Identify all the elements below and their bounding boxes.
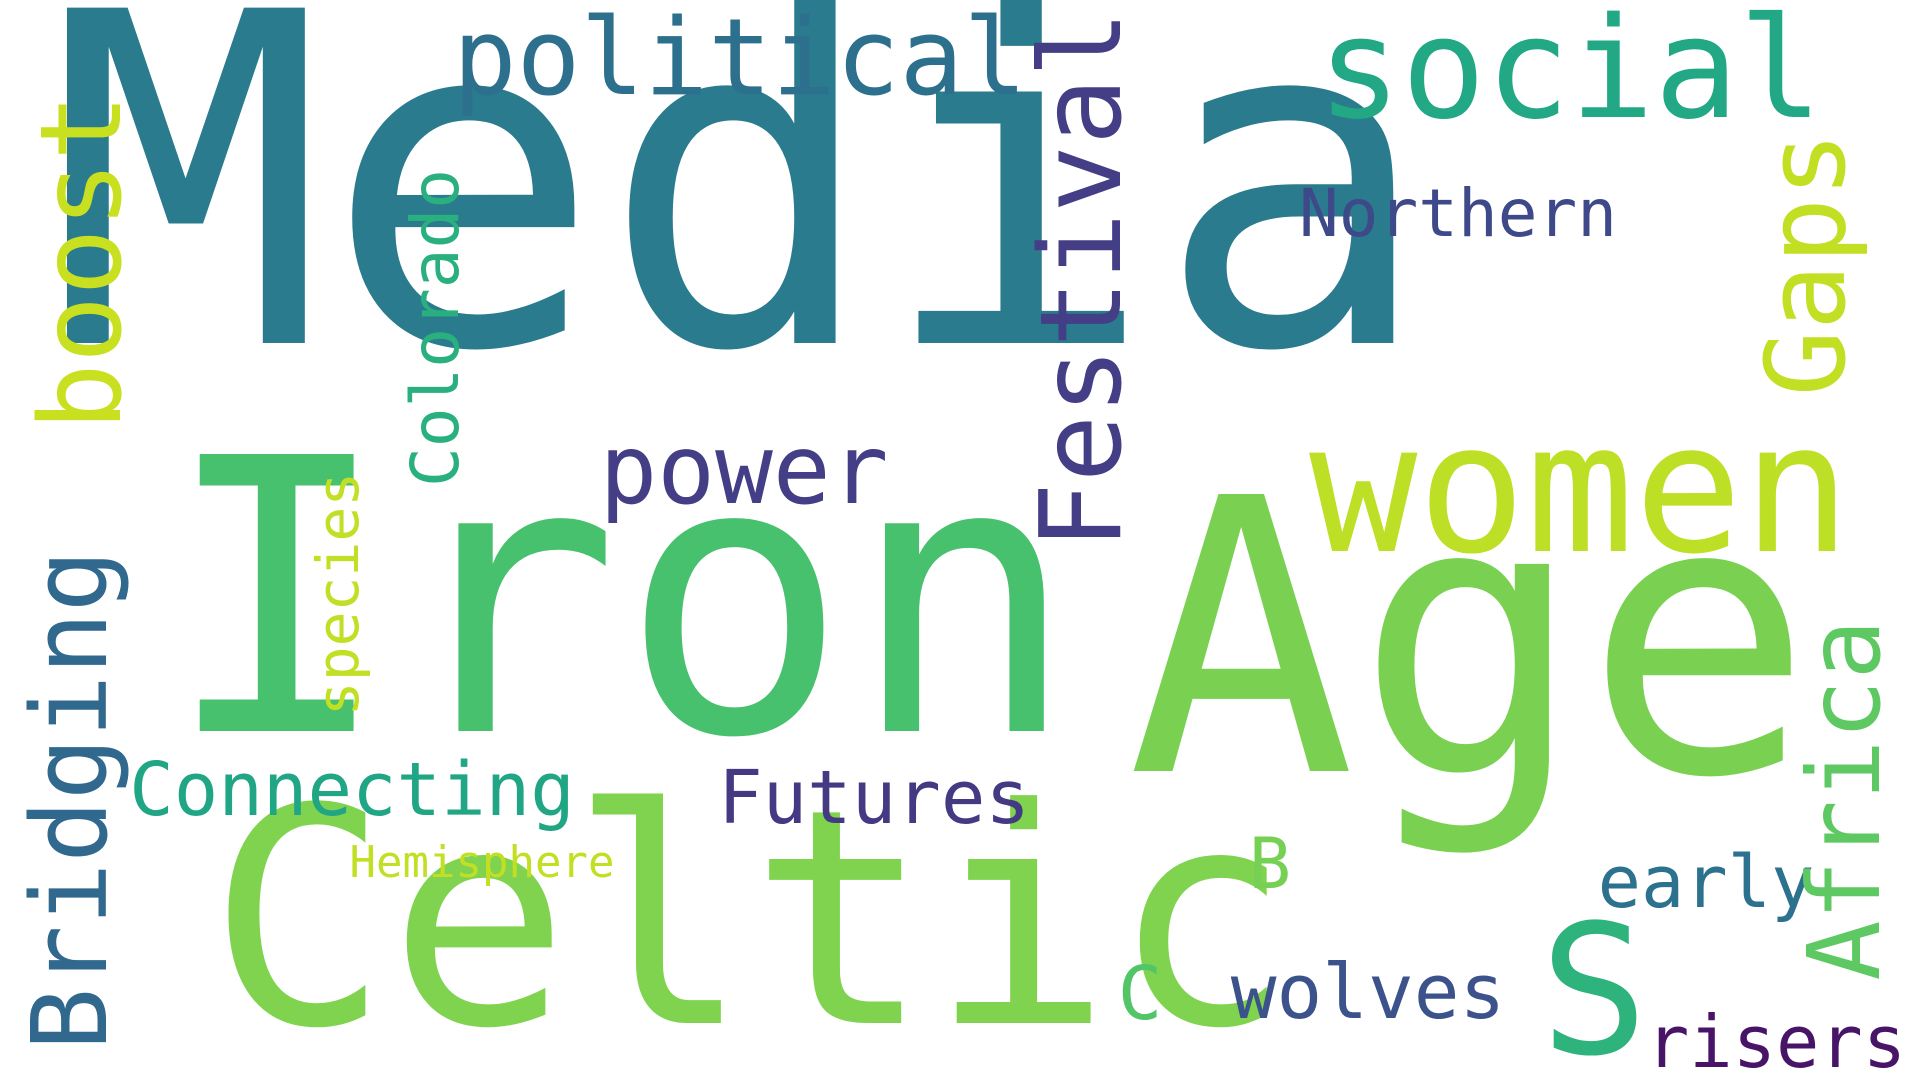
word-gaps: Gaps [1742,131,1870,397]
word-early: early [1597,840,1815,924]
word-political: political [452,0,1028,119]
word-connecting: Connecting [129,747,575,833]
word-hemisphere: Hemisphere [349,837,615,888]
word-bridging: Bridging [9,549,131,1051]
word-celtic: Celtic [208,745,1292,1080]
word-risers: risers [1645,1000,1907,1080]
word-festival: Festival [1017,10,1147,550]
word-boost: boost [17,93,147,431]
word-futures: Futures [718,755,1030,841]
word-northern: Northern [1299,175,1617,252]
word-media: Media [47,0,1433,452]
word-power: power [599,414,889,526]
word-social: social [1317,0,1823,151]
word-age: Age [1126,418,1814,861]
word-women: women [1309,385,1851,594]
word-c: C [1117,951,1163,1037]
word-s: S [1539,887,1649,1080]
word-species: species [304,471,372,717]
word-b: B [1248,823,1292,905]
word-iron: Iron [162,378,1078,821]
word-africa: Africa [1786,619,1903,981]
word-colorado: Colorado [397,169,474,487]
word-wolves: wolves [1230,947,1506,1036]
